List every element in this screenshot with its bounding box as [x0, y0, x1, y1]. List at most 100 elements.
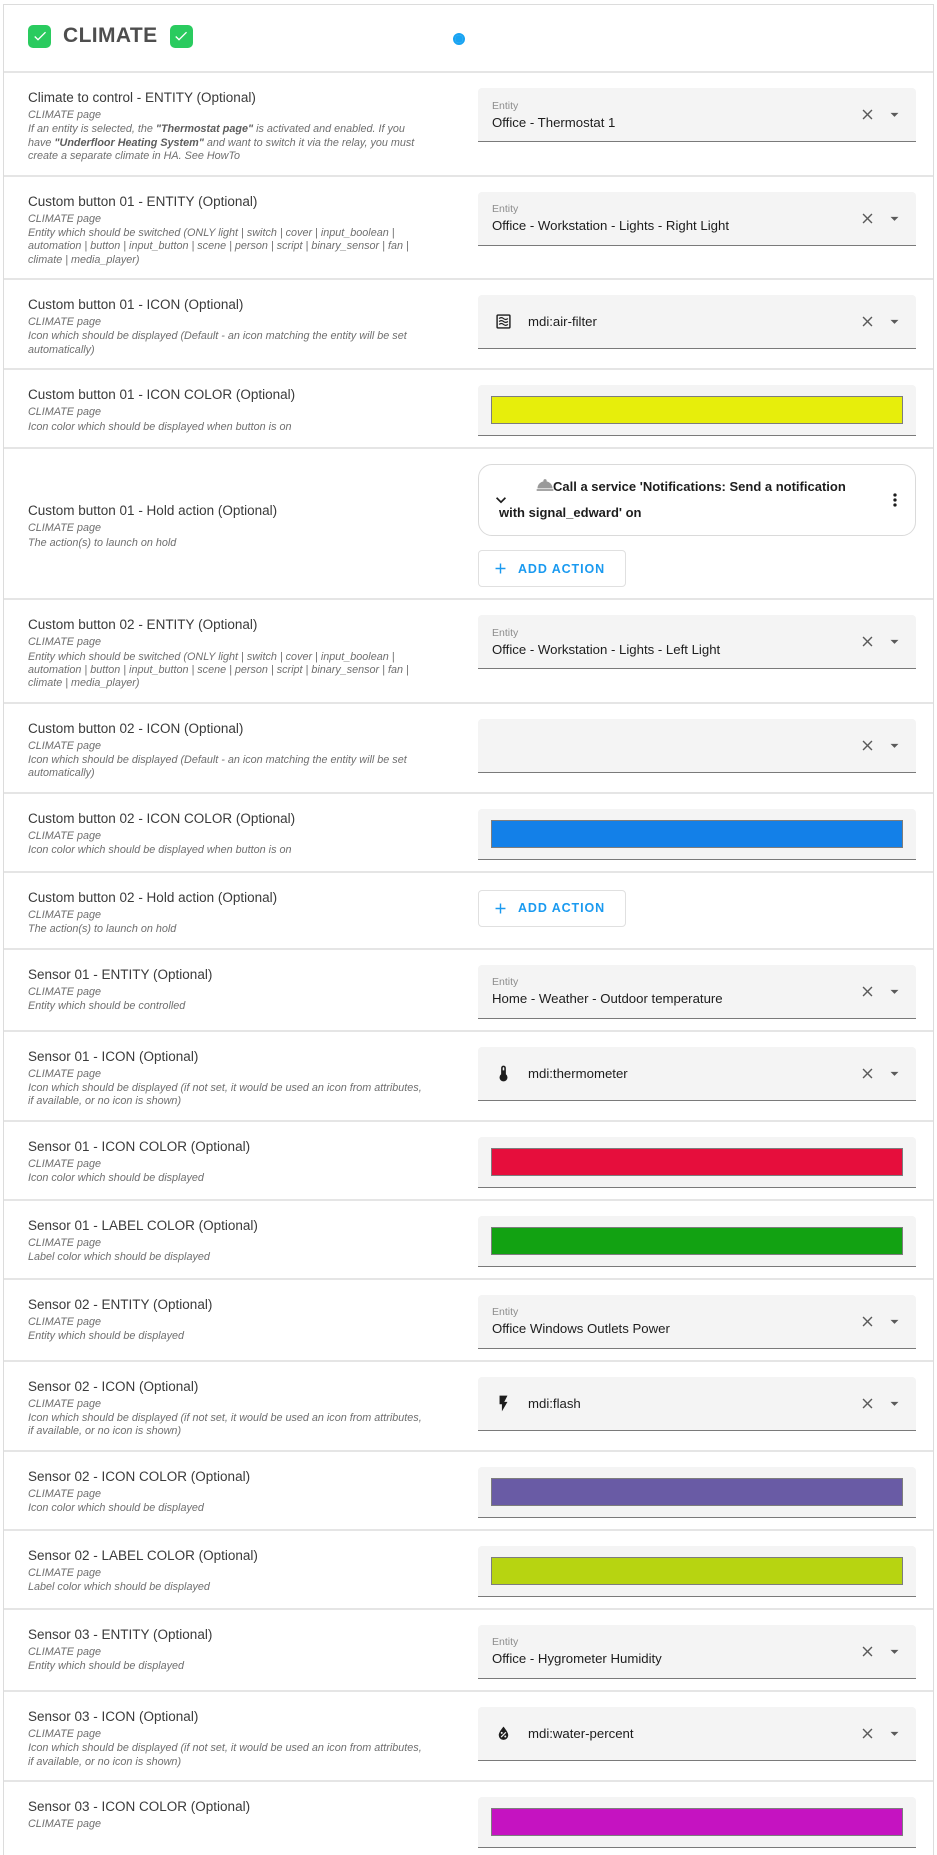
entity-field-label: Entity: [492, 203, 519, 215]
color-picker-field[interactable]: [478, 1466, 916, 1518]
row-text-block: Custom button 01 - ICON (Optional) CLIMAT…: [28, 295, 430, 357]
divider: [4, 278, 933, 280]
row-field-block: Entity Office - Hygrometer Humidity: [478, 1624, 916, 1679]
divider: [4, 1779, 933, 1782]
dropdown-arrow-icon[interactable]: [885, 736, 904, 755]
row-field-block: Entity Home - Weather - Outdoor temperatu…: [478, 964, 916, 1019]
selected-radio-button[interactable]: [453, 33, 465, 45]
clear-icon[interactable]: [859, 1065, 876, 1082]
field-action-icons: [859, 1312, 916, 1331]
description-segment: Entity which should be switched (ONLY li…: [28, 226, 409, 266]
entity-field-label: Entity: [492, 626, 519, 639]
climate-checkbox-icon-left[interactable]: [28, 24, 51, 48]
call-service-bell-icon: [517, 475, 554, 495]
color-picker-field[interactable]: [478, 808, 916, 860]
clear-icon[interactable]: [859, 983, 876, 1000]
clear-icon[interactable]: [859, 633, 876, 650]
dropdown-arrow-icon[interactable]: [885, 632, 904, 651]
entity-field-inner: Entity Office - Thermostat 1: [478, 100, 859, 130]
climate-checkbox-icon-right[interactable]: [169, 24, 193, 48]
entity-field-inner: Entity Office Windows Outlets Power: [478, 1306, 859, 1336]
color-swatch[interactable]: [491, 819, 903, 848]
dropdown-arrow-icon[interactable]: [885, 1642, 904, 1661]
description-segment: Icon which should be displayed (if not s…: [28, 1742, 422, 1768]
divider: [4, 1528, 933, 1531]
dropdown-arrow-icon[interactable]: [885, 1724, 904, 1743]
entity-field-value: Office - Workstation - Lights - Left Lig…: [492, 641, 721, 657]
entity-select-field[interactable]: Entity Office - Thermostat 1: [478, 88, 916, 142]
entity-select-field[interactable]: Entity Office Windows Outlets Power: [478, 1294, 916, 1349]
row-page-label: CLIMATE page: [28, 406, 102, 419]
action-card[interactable]: Call a service 'Notifications: Send a no…: [478, 464, 916, 537]
config-row: Custom button 01 - ENTITY (Optional) CLIM…: [4, 180, 933, 274]
divider: [4, 1029, 933, 1032]
entity-select-field[interactable]: Entity Office - Workstation - Lights - Le…: [478, 615, 916, 670]
entity-select-field[interactable]: Entity Office - Hygrometer Humidity: [478, 1624, 916, 1679]
entity-field-inner: Entity Home - Weather - Outdoor temperatu…: [478, 976, 859, 1006]
color-swatch[interactable]: [491, 1226, 903, 1255]
icon-select-field[interactable]: mdi:water-percent: [478, 1706, 916, 1761]
color-swatch[interactable]: [491, 1477, 903, 1506]
clear-icon[interactable]: [859, 737, 876, 754]
air-filter-icon: [494, 312, 513, 331]
divider: [4, 71, 933, 73]
dropdown-arrow-icon[interactable]: [885, 982, 904, 1001]
icon-select-field[interactable]: mdi:air-filter: [478, 295, 916, 349]
add-action-button[interactable]: ADD ACTION: [478, 550, 627, 588]
divider: [4, 947, 933, 950]
collapse-chevron-icon[interactable]: [491, 490, 511, 510]
divider: [4, 1449, 933, 1452]
description-segment: Icon which should be displayed (if not s…: [28, 1081, 422, 1108]
divider: [4, 870, 933, 873]
row-title: Sensor 01 - ICON COLOR (Optional): [28, 1138, 251, 1154]
clear-icon[interactable]: [859, 210, 876, 227]
dropdown-arrow-icon[interactable]: [885, 312, 904, 331]
row-field-block: mdi:thermometer: [478, 1046, 916, 1109]
clear-icon[interactable]: [859, 1313, 876, 1330]
config-row: Sensor 03 - ICON (Optional) CLIMATE page I…: [4, 1695, 933, 1776]
clear-icon[interactable]: [859, 106, 876, 123]
entity-select-field[interactable]: Entity Office - Workstation - Lights - Ri…: [478, 191, 916, 246]
color-picker-field[interactable]: [478, 385, 916, 437]
dropdown-arrow-icon[interactable]: [885, 105, 904, 124]
color-swatch[interactable]: [491, 1556, 903, 1585]
color-picker-field[interactable]: [478, 1545, 916, 1597]
color-picker-field[interactable]: [478, 1796, 916, 1848]
row-title: Sensor 02 - ICON COLOR (Optional): [28, 1468, 251, 1484]
more-options-icon[interactable]: [885, 490, 905, 510]
action-title-text: Call a service 'Notifications: Send a no…: [499, 479, 846, 521]
color-swatch[interactable]: [491, 1147, 903, 1176]
divider: [4, 791, 933, 794]
icon-field-inner: mdi:thermometer: [478, 1064, 859, 1083]
row-title: Sensor 02 - LABEL COLOR (Optional): [28, 1547, 258, 1563]
clear-icon[interactable]: [859, 313, 876, 330]
dropdown-arrow-icon[interactable]: [885, 1312, 904, 1331]
clear-icon[interactable]: [859, 1395, 876, 1412]
thermometer-icon: [494, 1064, 513, 1083]
field-action-icons: [859, 1724, 916, 1743]
icon-select-field[interactable]: [478, 718, 916, 773]
clear-icon[interactable]: [859, 1725, 876, 1742]
clear-icon[interactable]: [859, 1643, 876, 1660]
entity-field-inner: Entity Office - Workstation - Lights - Ri…: [478, 203, 859, 233]
icon-select-field[interactable]: mdi:flash: [478, 1376, 916, 1431]
blueprint-config-page: CLIMATE Climate to control - ENTITY (Opt…: [3, 4, 934, 1855]
color-swatch[interactable]: [491, 396, 903, 425]
description-segment: Icon which should be displayed (Default …: [28, 754, 407, 780]
row-title: Custom button 01 - Hold action (Optional…: [28, 503, 278, 519]
color-picker-field[interactable]: [478, 1136, 916, 1188]
row-field-block: Entity Office Windows Outlets Power: [478, 1294, 916, 1349]
dropdown-arrow-icon[interactable]: [885, 209, 904, 228]
page-title: CLIMATE: [63, 24, 158, 47]
color-swatch[interactable]: [491, 1807, 903, 1836]
entity-select-field[interactable]: Entity Home - Weather - Outdoor temperatu…: [478, 964, 916, 1019]
entity-field-value: Office - Workstation - Lights - Right Li…: [492, 218, 729, 233]
row-title: Custom button 02 - ENTITY (Optional): [28, 617, 258, 633]
config-row: Sensor 02 - ENTITY (Optional) CLIMATE pag…: [4, 1283, 933, 1356]
add-action-button[interactable]: ADD ACTION: [478, 889, 627, 927]
color-picker-field[interactable]: [478, 1215, 916, 1267]
row-text-block: Sensor 02 - ENTITY (Optional) CLIMATE pag…: [28, 1295, 430, 1349]
dropdown-arrow-icon[interactable]: [885, 1394, 904, 1413]
icon-select-field[interactable]: mdi:thermometer: [478, 1046, 916, 1101]
dropdown-arrow-icon[interactable]: [885, 1064, 904, 1083]
